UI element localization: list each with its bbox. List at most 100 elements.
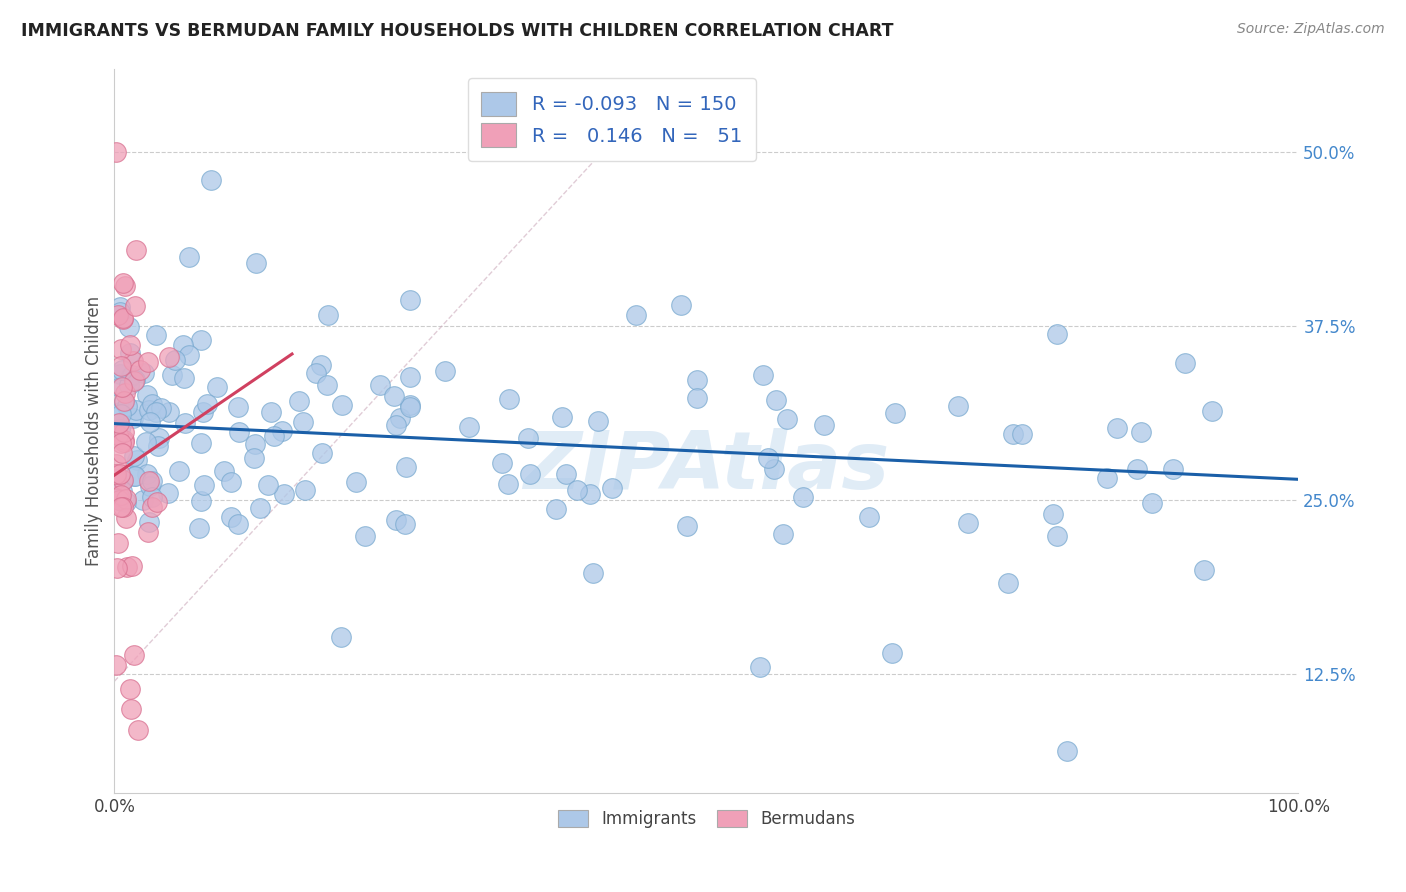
Point: [146, 439, 169, 453]
Point: [138, 415, 160, 429]
Point: [228, 425, 250, 439]
Point: [117, 320, 139, 334]
Point: [111, 484, 134, 499]
Point: [765, 393, 787, 408]
Point: [179, 347, 201, 361]
Point: [188, 521, 211, 535]
Point: [148, 431, 170, 445]
Point: [1192, 563, 1215, 577]
Point: [112, 395, 135, 409]
Point: [551, 409, 574, 424]
Point: [121, 559, 143, 574]
Point: [385, 418, 408, 433]
Point: [138, 516, 160, 530]
Point: [263, 428, 285, 442]
Point: [107, 536, 129, 550]
Point: [883, 406, 905, 420]
Point: [141, 397, 163, 411]
Point: [120, 345, 142, 359]
Point: [555, 467, 578, 482]
Point: [191, 404, 214, 418]
Point: [368, 377, 391, 392]
Point: [519, 467, 541, 481]
Point: [219, 510, 242, 524]
Point: [134, 366, 156, 380]
Point: [316, 308, 339, 322]
Point: [114, 491, 136, 506]
Point: [150, 401, 173, 416]
Point: [752, 368, 775, 382]
Point: [997, 575, 1019, 590]
Point: [772, 527, 794, 541]
Point: [311, 446, 333, 460]
Point: [105, 658, 128, 673]
Legend: Immigrants, Bermudans: Immigrants, Bermudans: [551, 804, 862, 835]
Point: [858, 510, 880, 524]
Point: [172, 338, 194, 352]
Point: [157, 351, 180, 365]
Point: [112, 310, 135, 325]
Point: [139, 479, 162, 493]
Point: [136, 355, 159, 369]
Point: [124, 299, 146, 313]
Point: [104, 145, 127, 159]
Point: [245, 256, 267, 270]
Text: IMMIGRANTS VS BERMUDAN FAMILY HOUSEHOLDS WITH CHILDREN CORRELATION CHART: IMMIGRANTS VS BERMUDAN FAMILY HOUSEHOLDS…: [21, 22, 894, 40]
Point: [124, 373, 146, 387]
Point: [145, 327, 167, 342]
Point: [125, 453, 148, 467]
Point: [112, 394, 135, 409]
Point: [212, 464, 235, 478]
Point: [104, 467, 127, 482]
Point: [309, 359, 332, 373]
Point: [129, 362, 152, 376]
Point: [792, 490, 814, 504]
Point: [399, 401, 422, 415]
Point: [565, 483, 588, 497]
Point: [200, 173, 222, 187]
Point: [388, 411, 411, 425]
Point: [243, 451, 266, 466]
Point: [344, 475, 367, 490]
Point: [114, 278, 136, 293]
Point: [108, 416, 131, 430]
Point: [399, 398, 422, 412]
Point: [110, 422, 132, 436]
Point: [114, 385, 136, 400]
Point: [138, 475, 160, 489]
Point: [122, 411, 145, 425]
Point: [394, 460, 416, 475]
Point: [110, 343, 132, 357]
Point: [110, 368, 132, 382]
Point: [600, 481, 623, 495]
Point: [122, 469, 145, 483]
Point: [122, 449, 145, 463]
Point: [257, 477, 280, 491]
Point: [160, 368, 183, 383]
Point: [382, 389, 405, 403]
Point: [156, 485, 179, 500]
Point: [394, 516, 416, 531]
Point: [813, 417, 835, 432]
Point: [111, 474, 134, 488]
Point: [226, 400, 249, 414]
Point: [330, 398, 353, 412]
Point: [122, 374, 145, 388]
Point: [385, 513, 408, 527]
Point: [138, 524, 160, 539]
Point: [145, 405, 167, 419]
Point: [270, 424, 292, 438]
Point: [112, 277, 135, 291]
Point: [1126, 462, 1149, 476]
Point: [354, 529, 377, 543]
Point: [104, 472, 127, 486]
Point: [1011, 427, 1033, 442]
Point: [748, 660, 770, 674]
Point: [946, 399, 969, 413]
Point: [120, 681, 142, 696]
Point: [138, 402, 160, 417]
Point: [219, 475, 242, 490]
Point: [491, 456, 513, 470]
Point: [1056, 744, 1078, 758]
Point: [582, 566, 605, 580]
